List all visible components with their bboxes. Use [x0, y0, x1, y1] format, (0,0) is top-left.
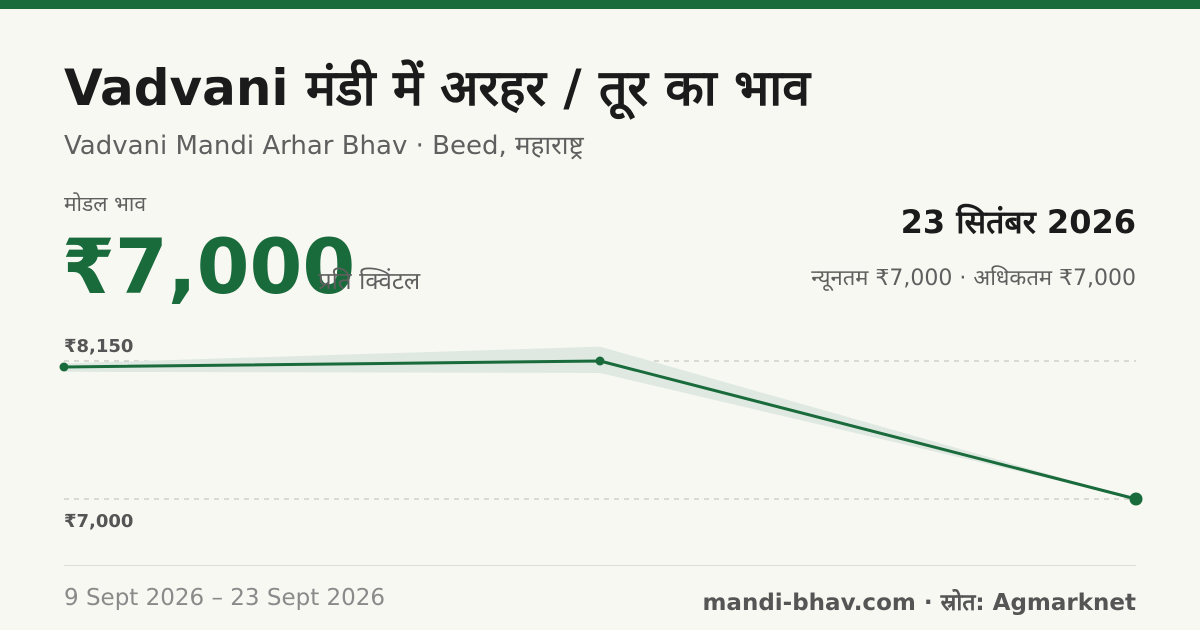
date-range: 9 Sept 2026 – 23 Sept 2026: [64, 585, 386, 611]
model-price-label: मोडल भाव: [64, 192, 147, 216]
min-max-price: न्यूनतम ₹7,000 · अधिकतम ₹7,000: [811, 266, 1136, 291]
footer-divider: [64, 565, 1136, 566]
page-title: Vadvani मंडी में अरहर / तूर का भाव: [64, 59, 811, 117]
data-point: [59, 362, 69, 372]
model-price-value: ₹7,000: [62, 222, 356, 311]
data-point: [595, 356, 605, 366]
price-range-band: [64, 346, 1136, 499]
price-unit: प्रति क्विंटल: [318, 267, 421, 295]
data-point: [1129, 492, 1143, 506]
top-accent-bar: [0, 0, 1200, 9]
y-tick-label: ₹7,000: [64, 511, 133, 532]
source-credit: mandi-bhav.com · स्रोत: Agmarknet: [702, 590, 1136, 616]
page-subtitle: Vadvani Mandi Arhar Bhav · Beed, महाराष्…: [64, 131, 584, 161]
current-date: 23 सितंबर 2026: [900, 203, 1136, 241]
y-tick-label: ₹8,150: [64, 336, 133, 357]
series-line: [63, 359, 1137, 501]
